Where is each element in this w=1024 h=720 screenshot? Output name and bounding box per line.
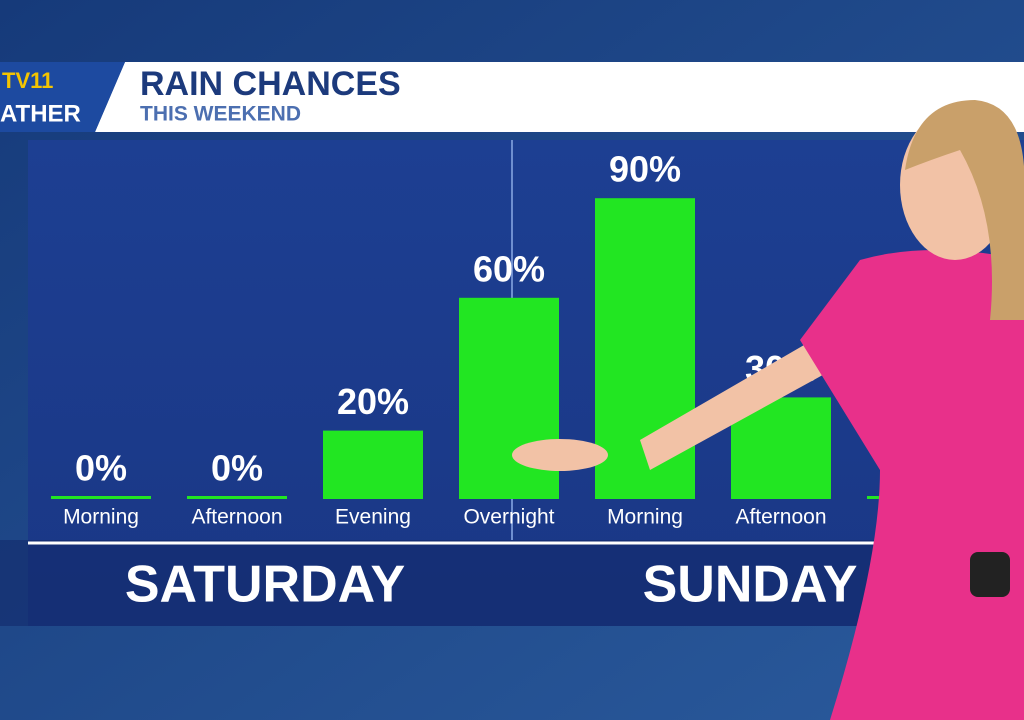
category-label: Morning — [63, 506, 139, 529]
logo-bottom: ATHER — [0, 100, 81, 127]
clicker — [970, 552, 1010, 597]
bar-base — [187, 496, 287, 499]
value-label: 0% — [75, 448, 127, 489]
chart-title: RAIN CHANCES — [140, 65, 401, 103]
bar-base — [51, 496, 151, 499]
category-label: Evening — [335, 506, 411, 529]
category-label: Overnight — [463, 506, 554, 529]
presenter — [512, 100, 1024, 720]
presenter-hand — [512, 439, 608, 471]
presenter-arm — [640, 330, 850, 470]
chart-subtitle: THIS WEEKEND — [140, 103, 301, 126]
title-banner — [95, 62, 1024, 132]
logo-block — [0, 62, 125, 132]
category-label: Afternoon — [735, 506, 826, 529]
value-label: 60% — [473, 248, 545, 289]
bar-base — [323, 496, 423, 499]
day-label: SATURDAY — [125, 556, 405, 614]
presenter-hair — [905, 100, 1024, 320]
bar-base — [459, 496, 559, 499]
bar — [323, 430, 423, 497]
value-label: 20% — [337, 381, 409, 422]
value-label: 0% — [211, 448, 263, 489]
bar-base — [731, 496, 831, 499]
presenter-dress — [800, 250, 1024, 720]
bar-base — [595, 496, 695, 499]
category-label: Afternoon — [191, 506, 282, 529]
logo-top: TV11 — [2, 68, 53, 93]
day-label: SUNDAY — [643, 556, 858, 614]
value-label: 90% — [609, 149, 681, 190]
day-band — [0, 540, 1024, 626]
category-label: Morning — [607, 506, 683, 529]
